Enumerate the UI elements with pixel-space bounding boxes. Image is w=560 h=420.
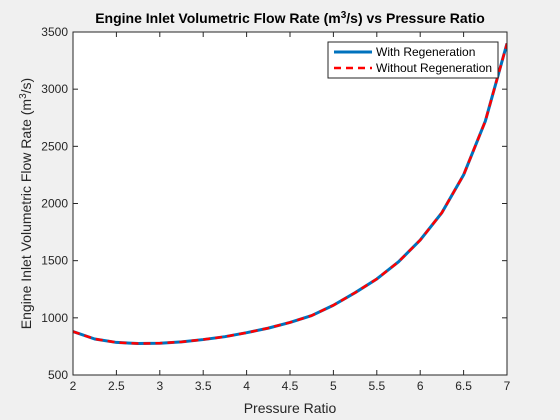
legend-box: [327, 41, 499, 79]
chart-title-sup: 3: [341, 10, 347, 21]
series-line-without-regeneration: [73, 43, 507, 345]
chart-title-prefix: Engine Inlet Volumetric Flow Rate (m: [95, 10, 341, 26]
axis-ticks: [72, 31, 508, 376]
y-tick-label: 1000: [41, 311, 68, 325]
x-tick-label: 6.5: [455, 379, 472, 393]
y-tick-label: 1500: [41, 254, 68, 268]
chart-title: Engine Inlet Volumetric Flow Rate (m3/s)…: [95, 10, 485, 27]
axes-box: [72, 31, 508, 376]
x-tick-label: 4: [243, 379, 250, 393]
x-tick-label: 7: [504, 379, 511, 393]
y-tick-labels: 500 1000 1500 2000 2500 3000 3500: [41, 25, 68, 382]
chart-title-suffix: /s) vs Pressure Ratio: [346, 10, 485, 26]
x-tick-label: 2: [70, 379, 77, 393]
legend: With Regeneration Without Regeneration: [327, 41, 499, 79]
y-tick-label: 500: [48, 368, 68, 382]
x-tick-label: 2.5: [108, 379, 125, 393]
legend-label-without-regeneration: Without Regeneration: [376, 61, 492, 75]
y-tick-label: 2000: [41, 197, 68, 211]
series-layer: [73, 43, 507, 346]
y-axis-label-prefix: Engine Inlet Volumetric Flow Rate (m: [18, 99, 34, 329]
y-axis-label-suffix: /s): [18, 78, 34, 94]
x-tick-label: 4.5: [282, 379, 299, 393]
x-tick-label: 3: [156, 379, 163, 393]
y-axis-label-sup: 3: [18, 93, 29, 99]
x-tick-label: 3.5: [195, 379, 212, 393]
x-tick-labels: 2 2.5 3 3.5 4 4.5 5 5.5 6 6.5 7: [70, 379, 511, 393]
x-tick-label: 5.5: [368, 379, 385, 393]
x-tick-label: 6: [417, 379, 424, 393]
legend-label-with-regeneration: With Regeneration: [376, 45, 475, 59]
y-tick-label: 3500: [41, 25, 68, 39]
x-axis-label: Pressure Ratio: [244, 400, 337, 416]
x-tick-label: 5: [330, 379, 337, 393]
axes-background: [73, 32, 507, 375]
y-axis-label: Engine Inlet Volumetric Flow Rate (m3/s): [18, 78, 35, 329]
y-tick-label: 2500: [41, 139, 68, 153]
y-tick-label: 3000: [41, 82, 68, 96]
